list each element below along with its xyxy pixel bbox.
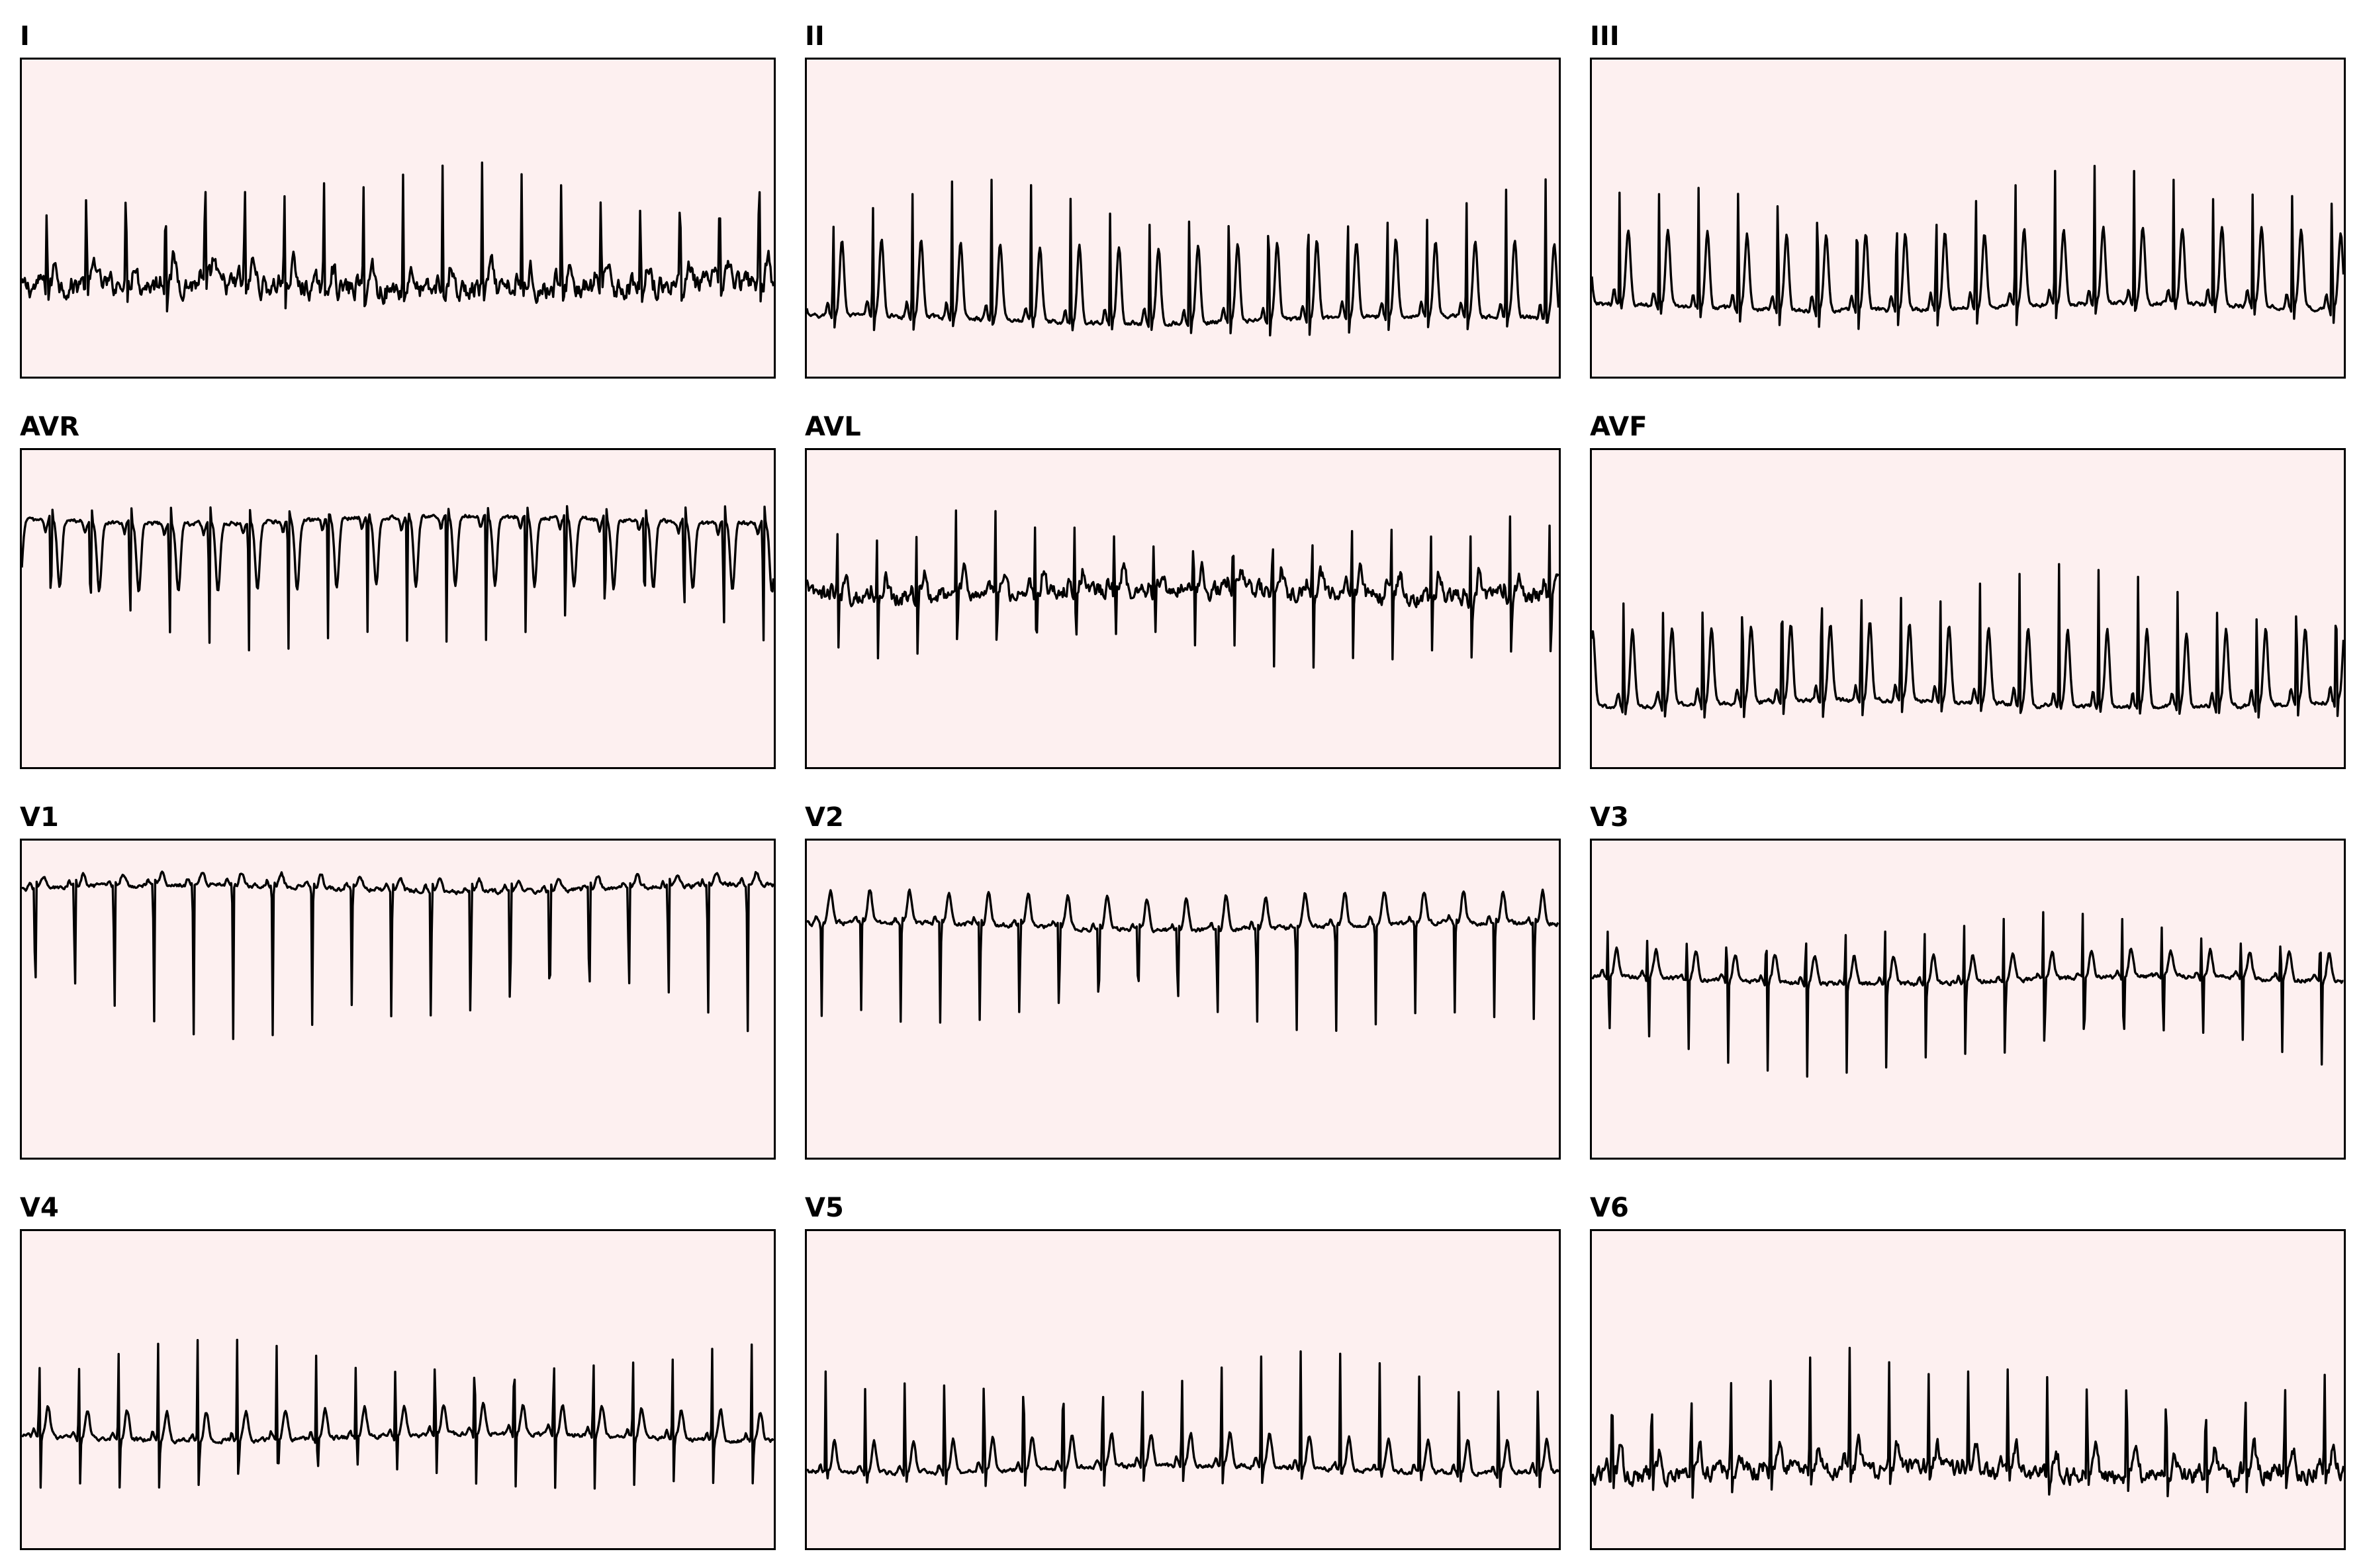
lead-plot-v6 [1590, 1229, 2346, 1550]
lead-plot-v4 [20, 1229, 776, 1550]
lead-svg-avr [22, 505, 774, 652]
lead-svg-avf [1592, 563, 2344, 719]
ecg-trace-iii [1592, 165, 2344, 330]
ecg-trace-v3 [1592, 911, 2344, 1078]
ecg-trace-v5 [807, 1350, 1559, 1489]
lead-plot-ii [805, 58, 1561, 379]
lead-svg-v1 [22, 870, 774, 1040]
lead-svg-avl [807, 509, 1559, 669]
lead-panel-ii: II [805, 17, 1561, 379]
lead-svg-v5 [807, 1350, 1559, 1489]
lead-plot-v2 [805, 839, 1561, 1160]
ecg-trace-v2 [807, 888, 1559, 1033]
ecg-trace-avf [1592, 563, 2344, 719]
ecg-trace-avr [22, 505, 774, 652]
ecg-trace-v6 [1592, 1346, 2344, 1499]
lead-plot-i [20, 58, 776, 379]
lead-title-avf: AVF [1590, 412, 1647, 442]
ecg-trace-ii [807, 178, 1559, 337]
lead-panel-v3: V3 [1590, 798, 2346, 1160]
lead-panel-v5: V5 [805, 1188, 1561, 1550]
lead-plot-avl [805, 448, 1561, 769]
lead-panel-avr: AVR [20, 407, 776, 769]
lead-plot-avr [20, 448, 776, 769]
lead-panel-i: I [20, 17, 776, 379]
lead-title-avr: AVR [20, 412, 79, 442]
lead-title-iii: III [1590, 21, 1620, 52]
lead-panel-iii: III [1590, 17, 2346, 379]
lead-title-i: I [20, 21, 30, 52]
lead-svg-v4 [22, 1338, 774, 1490]
lead-title-v3: V3 [1590, 802, 1629, 833]
lead-plot-v1 [20, 839, 776, 1160]
lead-title-v5: V5 [805, 1193, 844, 1223]
ecg-trace-v1 [22, 870, 774, 1040]
lead-panel-avf: AVF [1590, 407, 2346, 769]
ecg-trace-i [22, 161, 774, 313]
lead-svg-v3 [1592, 911, 2344, 1078]
lead-plot-iii [1590, 58, 2346, 379]
lead-title-v2: V2 [805, 802, 844, 833]
lead-svg-v2 [807, 888, 1559, 1033]
lead-svg-ii [807, 178, 1559, 337]
lead-plot-avf [1590, 448, 2346, 769]
lead-svg-iii [1592, 165, 2344, 330]
lead-plot-v3 [1590, 839, 2346, 1160]
lead-title-v6: V6 [1590, 1193, 1629, 1223]
lead-title-ii: II [805, 21, 825, 52]
lead-panel-v1: V1 [20, 798, 776, 1160]
lead-panel-v4: V4 [20, 1188, 776, 1550]
ecg-trace-avl [807, 509, 1559, 669]
lead-title-v4: V4 [20, 1193, 59, 1223]
lead-svg-i [22, 161, 774, 313]
lead-svg-v6 [1592, 1346, 2344, 1499]
lead-plot-v5 [805, 1229, 1561, 1550]
lead-title-avl: AVL [805, 412, 861, 442]
lead-panel-v2: V2 [805, 798, 1561, 1160]
lead-panel-avl: AVL [805, 407, 1561, 769]
lead-panel-v6: V6 [1590, 1188, 2346, 1550]
lead-title-v1: V1 [20, 802, 59, 833]
ecg-trace-v4 [22, 1338, 774, 1490]
